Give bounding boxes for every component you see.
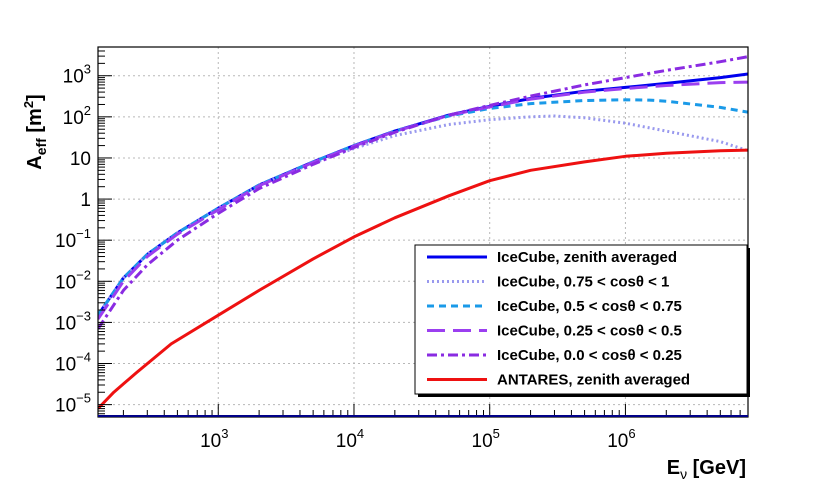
x-axis-title: Eν [GeV] — [667, 457, 746, 482]
x-tick-label: 106 — [607, 426, 635, 452]
y-tick-label: 103 — [63, 62, 91, 88]
legend-label-6: ANTARES, zenith averaged — [497, 372, 690, 389]
y-tick-label: 10−2 — [55, 267, 91, 293]
x-tick-label: 104 — [336, 426, 364, 452]
legend: IceCube, zenith averaged IceCube, 0.75 < … — [414, 244, 750, 397]
legend-label-4: IceCube, 0.25 < cosθ < 0.5 — [497, 323, 682, 340]
y-tick-label: 10−5 — [55, 391, 91, 417]
y-tick-label: 10−3 — [55, 308, 91, 334]
y-tick-labels: 10−5 10−4 10−3 10−2 10−1 1 10 102 103 — [55, 62, 91, 417]
legend-box — [414, 244, 748, 395]
y-tick-label: 10 — [70, 149, 91, 170]
axis-ticks — [98, 46, 749, 417]
y-tick-label: 1 — [80, 190, 91, 211]
legend-label-5: IceCube, 0.0 < cosθ < 0.25 — [497, 347, 682, 364]
x-tick-label: 103 — [200, 426, 228, 452]
y-tick-label: 102 — [63, 103, 91, 129]
y-tick-label: 10−4 — [55, 350, 91, 376]
x-tick-label: 105 — [472, 426, 500, 452]
legend-label-3: IceCube, 0.5 < cosθ < 0.75 — [497, 298, 682, 315]
legend-label-1: IceCube, zenith averaged — [497, 249, 677, 266]
y-tick-label: 10−1 — [55, 226, 91, 252]
y-axis-title: Aeff [m2] — [21, 94, 49, 169]
legend-entries: IceCube, zenith averaged IceCube, 0.75 < … — [427, 249, 690, 389]
series-line-6 — [98, 148, 748, 410]
series-line-4 — [98, 80, 748, 320]
legend-label-2: IceCube, 0.75 < cosθ < 1 — [497, 274, 669, 291]
series-line-5 — [98, 55, 748, 330]
series-lines — [98, 55, 748, 410]
x-tick-labels: 103 104 105 106 — [200, 426, 636, 452]
grid-lines — [98, 47, 748, 417]
